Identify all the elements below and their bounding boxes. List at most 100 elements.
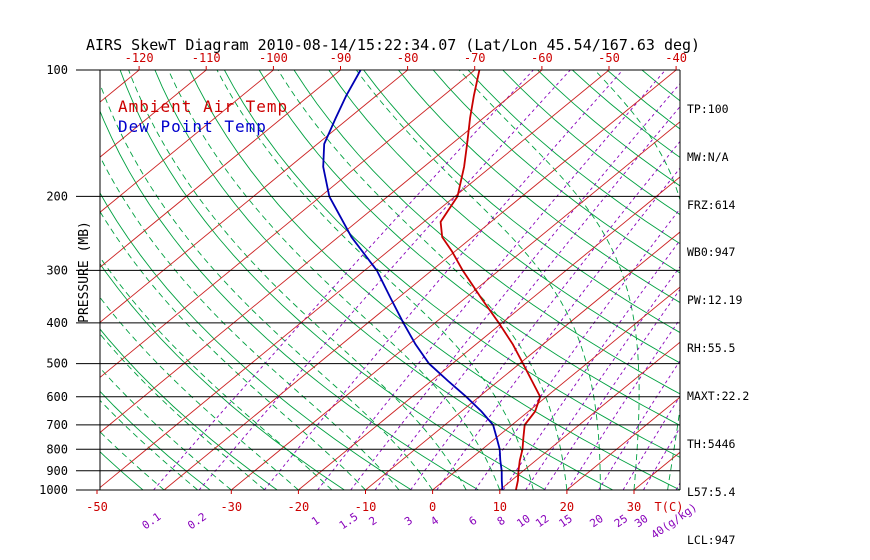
pressure-tick-label: 1000 — [39, 483, 68, 497]
temp-unit-label: T(C) — [655, 500, 684, 514]
mixing-ratio-label: 10 — [514, 512, 532, 530]
bottom-temp-label: 30 — [627, 500, 641, 514]
mixing-ratio-line — [525, 265, 680, 490]
pressure-tick-label: 900 — [46, 464, 68, 478]
mixing-ratio-label: 20 — [587, 512, 605, 530]
mixing-ratio-label: 8 — [495, 514, 508, 528]
isotherm-line — [566, 396, 680, 490]
side-panel-line: L57:5.4 — [687, 484, 736, 499]
mixing-ratio-label: 4 — [428, 514, 441, 529]
isotherm-line — [499, 341, 680, 490]
bottom-temp-label: -50 — [86, 500, 108, 514]
isotherm-line — [163, 70, 677, 490]
dry-adiabat-line — [258, 70, 680, 426]
pressure-tick-label: 700 — [46, 418, 68, 432]
moist-adiabat-line — [100, 210, 366, 490]
side-panel-line: WB0:947 — [687, 245, 736, 260]
bottom-temp-label: -10 — [355, 500, 377, 514]
isotherm-line — [432, 286, 680, 490]
dry-adiabat-line — [537, 70, 680, 187]
dry-adiabat-line — [572, 70, 680, 158]
side-panel: TP:100 MW:N/A FRZ:614 WB0:947 PW:12.19 R… — [687, 70, 756, 560]
temp-curve — [439, 70, 542, 490]
mixing-ratio-line — [263, 70, 624, 490]
moist-adiabat-line — [216, 70, 534, 490]
mixing-ratio-label: 25 — [612, 512, 630, 530]
isotherm-line — [298, 176, 680, 490]
moist-adiabat-line — [594, 70, 680, 490]
side-panel-line: MW:N/A — [687, 149, 729, 164]
side-panel-line: LCL:947 — [687, 532, 736, 547]
top-temp-label: -70 — [464, 51, 486, 65]
bottom-temp-label: -30 — [220, 500, 242, 514]
top-temp-label: -40 — [665, 51, 687, 65]
dry-adiabat-line — [119, 70, 546, 490]
dry-adiabat-line — [432, 70, 680, 274]
mixing-ratio-line — [474, 208, 680, 490]
mixing-ratio-label: 15 — [557, 512, 575, 530]
chart-title: AIRS SkewT Diagram 2010-08-14/15:22:34.0… — [86, 36, 701, 54]
top-temp-label: -120 — [125, 51, 154, 65]
isotherm-line — [100, 70, 341, 268]
top-temp-label: -90 — [330, 51, 352, 65]
bottom-temp-label: 20 — [560, 500, 574, 514]
bottom-temp-label: 10 — [493, 500, 507, 514]
top-temp-label: -100 — [259, 51, 288, 65]
isotherm-line — [100, 70, 475, 379]
bottom-temp-label: -20 — [288, 500, 310, 514]
dry-adiabat-line — [398, 70, 680, 304]
isotherm-line — [100, 70, 543, 434]
moist-adiabat-line — [355, 70, 601, 490]
moist-adiabat-line — [167, 70, 501, 490]
pressure-tick-label: 800 — [46, 442, 68, 456]
moist-adiabat-line — [277, 70, 568, 490]
mixing-ratio-label: 1 — [309, 514, 322, 528]
legend-ambient-air-temp: Ambient Air Temp — [118, 97, 289, 116]
mixing-ratio-line — [502, 239, 680, 490]
dry-adiabat-line — [100, 192, 412, 490]
mixing-ratio-label: 6 — [467, 514, 480, 528]
moist-adiabat-line — [100, 256, 333, 490]
mixing-ratio-line — [374, 105, 680, 490]
mixing-ratio-label: 0.1 — [140, 510, 164, 532]
mixing-ratio-line — [410, 140, 680, 490]
isotherm-line — [100, 70, 408, 323]
moist-adiabat-line — [458, 70, 640, 490]
side-panel-line: TP:100 — [687, 101, 729, 116]
mixing-ratio-label: 2 — [367, 514, 380, 528]
plot-lines-group — [100, 70, 680, 490]
moist-adiabat-line — [100, 82, 433, 490]
top-temp-label: -60 — [531, 51, 553, 65]
dry-adiabat-line — [100, 390, 211, 490]
pressure-tick-label: 300 — [46, 263, 68, 277]
pressure-tick-label: 400 — [46, 316, 68, 330]
pressure-tick-label: 600 — [46, 390, 68, 404]
dry-adiabat-line — [293, 70, 680, 395]
isotherm-line — [231, 121, 680, 490]
mixing-ratio-line — [436, 167, 680, 490]
top-temp-label: -80 — [397, 51, 419, 65]
side-panel-line: FRZ:614 — [687, 197, 736, 212]
side-panel-line: TH:5446 — [687, 436, 736, 451]
legend-dew-point-temp: Dew Point Temp — [118, 117, 267, 136]
side-panel-line: MAXT:22.2 — [687, 389, 750, 404]
pressure-tick-label: 200 — [46, 189, 68, 203]
moist-adiabat-line — [100, 399, 198, 490]
dry-adiabat-line — [363, 70, 680, 334]
moist-adiabat-line — [100, 155, 400, 490]
dewpoint-curve — [322, 70, 504, 490]
mixing-ratio-label: 3 — [402, 514, 415, 528]
dry-adiabat-line — [224, 70, 680, 458]
dry-adiabat-line — [100, 109, 479, 490]
side-panel-line: RH:55.5 — [687, 341, 736, 356]
mixing-ratio-label: 30 — [632, 512, 650, 530]
dry-adiabat-line — [467, 70, 680, 245]
isotherm-line — [100, 70, 274, 213]
bottom-temp-label: 0 — [429, 500, 436, 514]
dry-adiabat-line — [100, 263, 345, 490]
pressure-tick-label: 100 — [46, 63, 68, 77]
pressure-tick-label: 500 — [46, 357, 68, 371]
side-panel-line: PW:12.19 — [687, 293, 743, 308]
